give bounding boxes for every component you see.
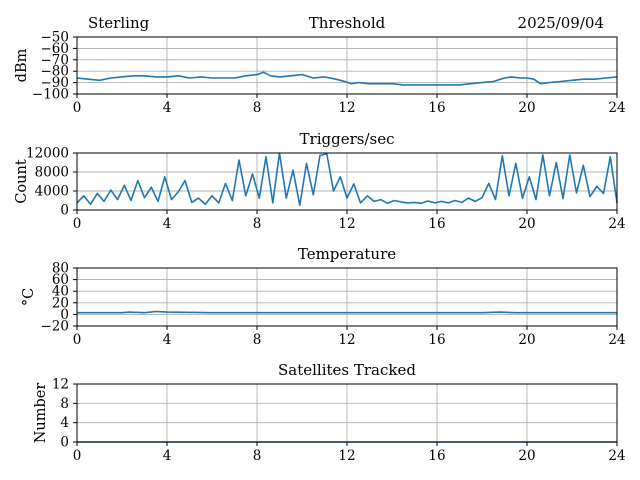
y-tick-label: −80 xyxy=(41,64,70,80)
x-tick-label: 20 xyxy=(518,100,535,116)
y-tick-label: −100 xyxy=(32,87,69,103)
y-tick-label: 60 xyxy=(52,272,69,288)
y-tick-label: −70 xyxy=(41,52,70,68)
x-tick-label: 24 xyxy=(608,448,625,464)
y-tick-label: −60 xyxy=(41,41,70,57)
series-line-threshold xyxy=(76,71,618,86)
x-tick-label: 4 xyxy=(163,100,172,116)
x-tick-label: 16 xyxy=(428,100,445,116)
x-tick-label: 12 xyxy=(338,448,355,464)
x-tick-label: 20 xyxy=(518,448,535,464)
y-tick-label: 12 xyxy=(52,377,69,393)
y-axis-label: °C xyxy=(21,288,37,306)
x-tick-label: 16 xyxy=(428,332,445,348)
x-tick-label: 12 xyxy=(338,100,355,116)
x-tick-label: 12 xyxy=(338,216,355,232)
x-tick-label: 20 xyxy=(518,216,535,232)
y-tick-label: 40 xyxy=(52,284,69,300)
y-tick-label: 4 xyxy=(60,415,69,431)
x-tick-label: 0 xyxy=(73,332,82,348)
header-date: 2025/09/04 xyxy=(518,14,604,32)
y-tick-label: 8 xyxy=(60,396,69,412)
y-tick-label: 0 xyxy=(60,435,69,451)
chart-title: Triggers/sec xyxy=(300,130,395,148)
y-axis-label: Number xyxy=(33,383,49,444)
y-tick-label: 80 xyxy=(52,261,69,277)
x-tick-label: 8 xyxy=(253,332,262,348)
x-tick-label: 24 xyxy=(608,216,625,232)
x-tick-label: 0 xyxy=(73,216,82,232)
y-tick-label: 12000 xyxy=(26,146,69,162)
y-tick-label: 8000 xyxy=(35,165,69,181)
y-tick-label: 0 xyxy=(60,307,69,323)
x-tick-label: 8 xyxy=(253,448,262,464)
x-tick-label: 4 xyxy=(163,448,172,464)
chart-title: Satellites Tracked xyxy=(278,361,416,379)
x-tick-label: 4 xyxy=(163,216,172,232)
x-tick-label: 0 xyxy=(73,100,82,116)
header-location: Sterling xyxy=(88,14,150,32)
y-tick-label: 4000 xyxy=(35,184,69,200)
chart-title: Temperature xyxy=(298,245,396,263)
x-tick-label: 0 xyxy=(73,448,82,464)
series-line-triggers xyxy=(76,152,618,207)
y-axis-label: dBm xyxy=(14,48,30,82)
y-tick-label: 0 xyxy=(60,203,69,219)
x-tick-label: 24 xyxy=(608,100,625,116)
x-tick-label: 4 xyxy=(163,332,172,348)
series-line-temperature xyxy=(77,310,617,314)
x-tick-label: 24 xyxy=(608,332,625,348)
y-axis-label: Count xyxy=(14,159,30,204)
x-tick-label: 16 xyxy=(428,216,445,232)
x-tick-label: 8 xyxy=(253,216,262,232)
y-tick-label: −50 xyxy=(41,30,70,46)
y-tick-label: −90 xyxy=(41,75,70,91)
x-tick-label: 12 xyxy=(338,332,355,348)
x-tick-label: 8 xyxy=(253,100,262,116)
x-tick-label: 16 xyxy=(428,448,445,464)
chart-title: Threshold xyxy=(309,14,386,32)
x-tick-label: 20 xyxy=(518,332,535,348)
y-tick-label: −20 xyxy=(41,319,70,335)
y-tick-label: 20 xyxy=(52,295,69,311)
